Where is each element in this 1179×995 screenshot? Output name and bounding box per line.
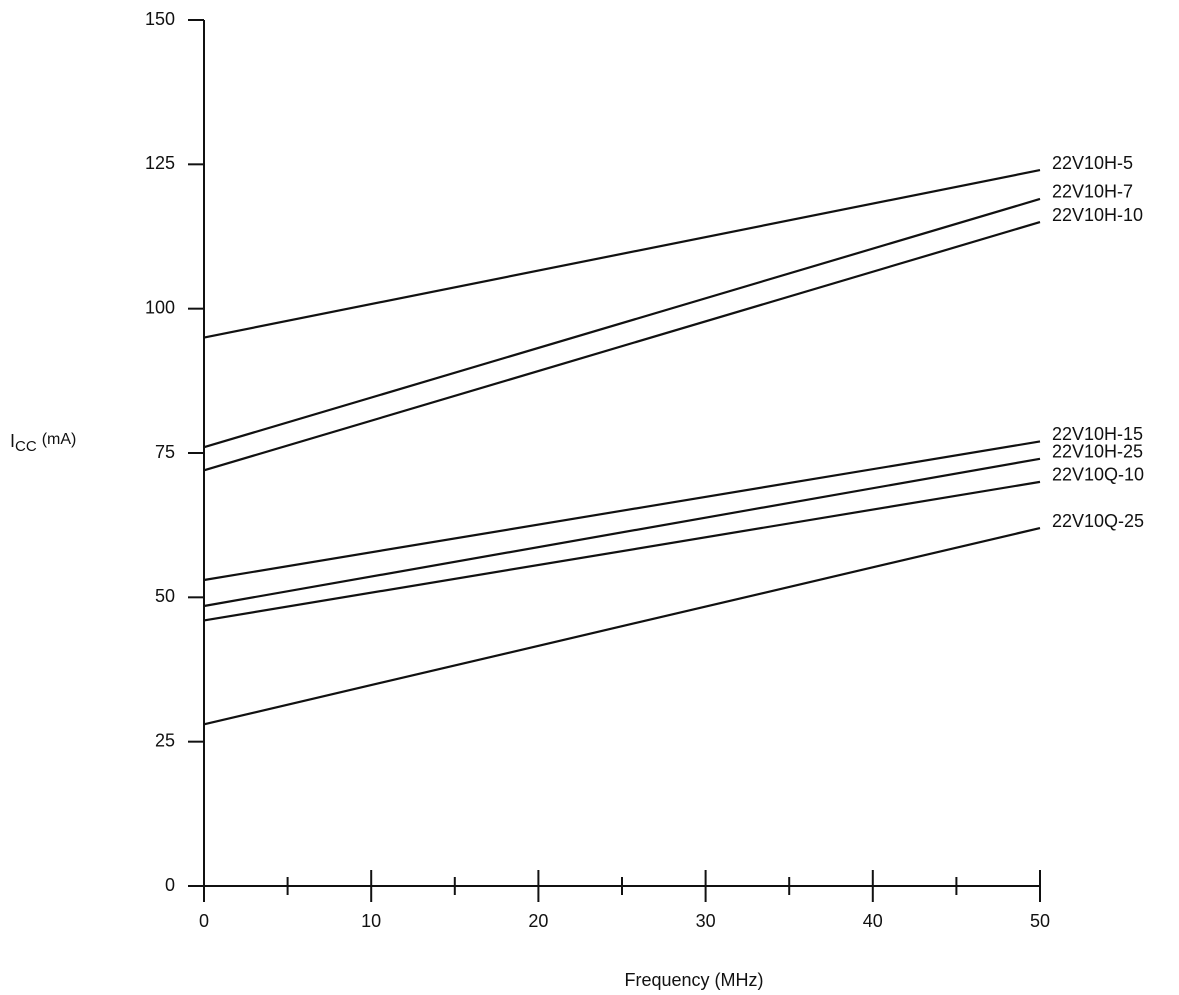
- series-label: 22V10H-7: [1052, 182, 1133, 202]
- series-label: 22V10Q-25: [1052, 511, 1144, 531]
- series-line: [203, 480, 1041, 622]
- series-label: 22V10Q-10: [1052, 465, 1144, 485]
- y-tick-label: 25: [155, 730, 175, 750]
- series-label: 22V10H-5: [1052, 153, 1133, 173]
- y-tick-label: 100: [145, 297, 175, 317]
- series-line: [203, 526, 1041, 726]
- y-tick-label: 150: [145, 9, 175, 29]
- y-tick-label: 75: [155, 442, 175, 462]
- series-label: 22V10H-15: [1052, 424, 1143, 444]
- y-tick-label: 50: [155, 586, 175, 606]
- y-tick-label: 0: [165, 875, 175, 895]
- series-label: 22V10H-25: [1052, 442, 1143, 462]
- series-label: 22V10H-10: [1052, 205, 1143, 225]
- series-line: [203, 169, 1041, 339]
- y-tick-label: 125: [145, 153, 175, 173]
- x-tick-label: 0: [199, 911, 209, 931]
- series-line: [203, 197, 1041, 449]
- y-axis-label-main: I: [10, 431, 15, 451]
- x-tick-label: 10: [361, 911, 381, 931]
- series-line: [203, 221, 1041, 472]
- y-axis-label-sub: CC: [15, 438, 37, 455]
- series-line: [203, 457, 1041, 608]
- y-axis-label: ICC (mA): [10, 431, 76, 455]
- x-axis-label: Frequency (MHz): [624, 970, 763, 990]
- x-tick-label: 30: [696, 911, 716, 931]
- y-axis-label-unit: (mA): [42, 431, 77, 448]
- series-line: [203, 440, 1041, 582]
- x-tick-label: 40: [863, 911, 883, 931]
- x-tick-label: 50: [1030, 911, 1050, 931]
- x-tick-label: 20: [528, 911, 548, 931]
